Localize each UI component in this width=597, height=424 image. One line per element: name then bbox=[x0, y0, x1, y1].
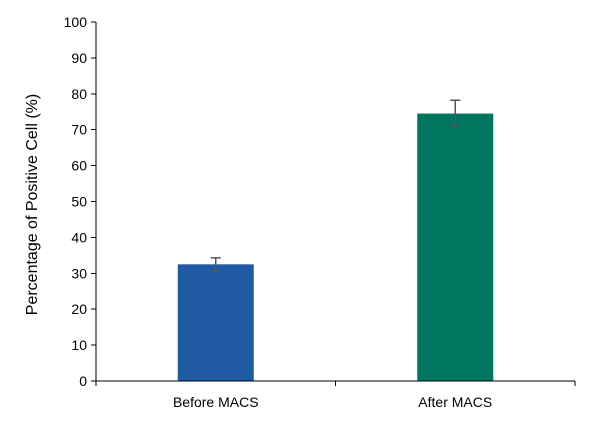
bar-after-macs bbox=[417, 113, 494, 382]
x-category-label: Before MACS bbox=[173, 394, 259, 410]
bar-before-macs bbox=[177, 264, 254, 381]
y-tick-label: 50 bbox=[71, 194, 87, 210]
error-bars bbox=[210, 99, 461, 272]
y-tick-label: 60 bbox=[71, 158, 87, 174]
error-bar bbox=[210, 257, 221, 272]
y-tick-label: 100 bbox=[64, 14, 88, 30]
bars bbox=[177, 113, 494, 382]
y-tick-label: 40 bbox=[71, 229, 87, 245]
y-tick-label: 0 bbox=[79, 373, 87, 389]
x-axis-ticks: Before MACS After MACS bbox=[95, 381, 576, 410]
y-tick-label: 20 bbox=[71, 301, 87, 317]
y-tick-label: 30 bbox=[71, 265, 87, 281]
y-tick-label: 80 bbox=[71, 86, 87, 102]
y-axis-ticks: 0 10 20 30 40 50 60 70 80 90 100 bbox=[64, 14, 96, 389]
y-tick-label: 70 bbox=[71, 122, 87, 138]
error-bar bbox=[450, 99, 461, 128]
y-axis-title: Percentage of Positive Cell (%) bbox=[24, 94, 41, 315]
x-category-label: After MACS bbox=[418, 394, 492, 410]
y-tick-label: 10 bbox=[71, 337, 87, 353]
y-tick-label: 90 bbox=[71, 50, 87, 66]
